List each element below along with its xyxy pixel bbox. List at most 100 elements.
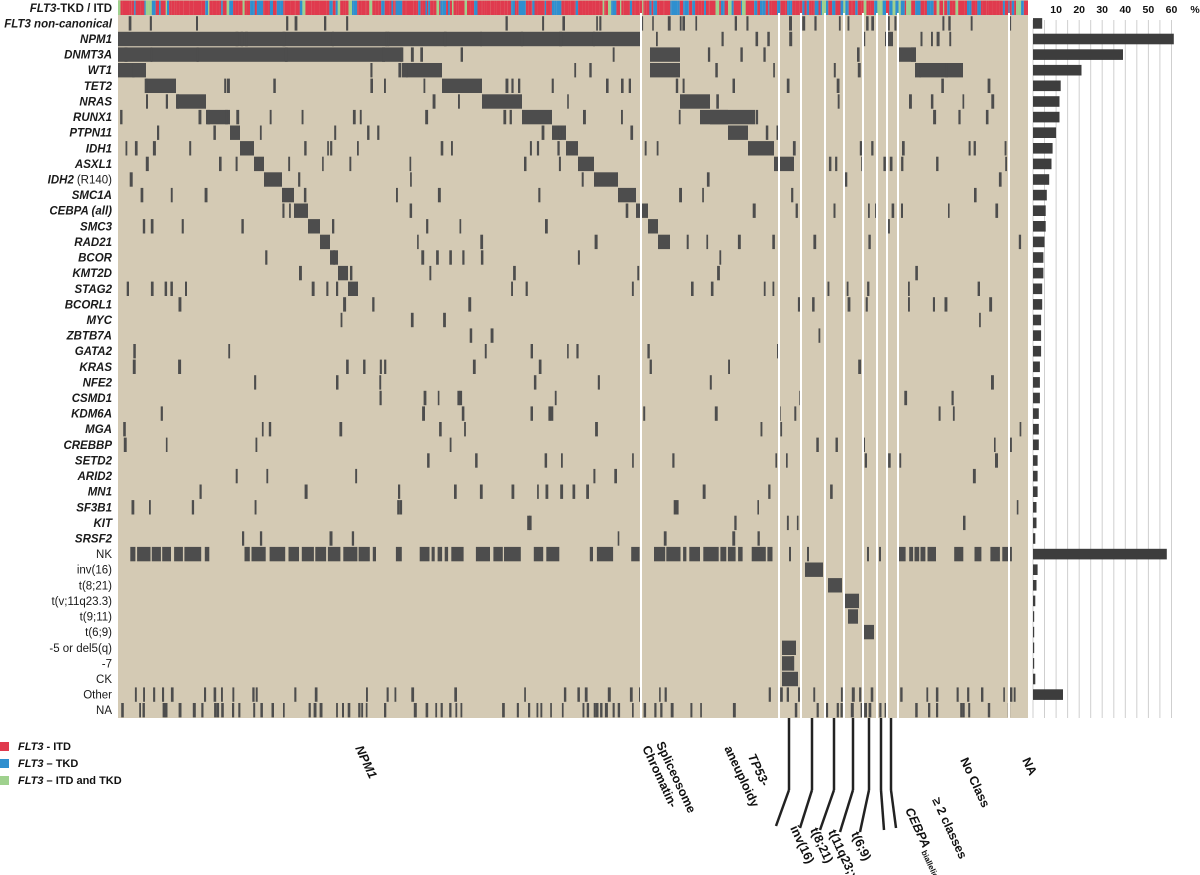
mutation-cell (145, 156, 149, 172)
frequency-bar (1033, 174, 1050, 185)
mutation-cell (410, 47, 414, 62)
mutation-cell (449, 703, 452, 718)
flt3-status-cell (606, 0, 609, 15)
mutation-cell (121, 703, 124, 718)
legend-label: FLT3 - ITD (18, 741, 71, 753)
mutation-cell (833, 63, 836, 78)
mutation-cell (399, 500, 403, 515)
frequency-bar (1033, 96, 1060, 107)
mutation-cell (792, 141, 796, 156)
mutation-cell (227, 78, 230, 93)
row-label: NPM1 (80, 34, 112, 46)
flt3-status-cell (299, 0, 303, 15)
nk-cell (879, 546, 881, 562)
flt3-status-cell (811, 0, 814, 15)
mutation-cell (706, 172, 710, 187)
flt3-status-cell (186, 0, 190, 15)
flt3-status-cell (159, 0, 161, 15)
flt3-status-cell (936, 0, 940, 15)
mutation-cell (142, 219, 146, 234)
mutation-cell (690, 703, 693, 718)
mutation-cell (813, 687, 816, 702)
mutation-cell (460, 703, 463, 718)
mutation-cell (225, 109, 228, 125)
mutation-cell (530, 406, 533, 421)
mutation-cell (606, 78, 609, 93)
mutation-cell (679, 187, 682, 203)
mutation-cell (269, 109, 272, 125)
mutation-cell (455, 703, 458, 718)
flt3-status-cell (502, 0, 505, 15)
nk-cell (288, 546, 299, 562)
flt3-status-cell (595, 0, 599, 15)
legend-label: FLT3 – TKD (18, 758, 78, 770)
mutation-cell (396, 187, 398, 203)
mutation-run (566, 141, 578, 156)
mutation-cell (930, 94, 934, 109)
mutation-cell (866, 16, 869, 31)
mutation-cell (830, 484, 833, 499)
mutation-cell (422, 406, 425, 421)
mutation-cell (670, 703, 674, 718)
flt3-status-cell (201, 0, 206, 15)
flt3-status-cell (621, 0, 624, 15)
frequency-bar (1033, 486, 1038, 497)
flt3-status-cell (532, 0, 535, 15)
mutation-cell (541, 125, 545, 140)
mutation-run (282, 187, 294, 203)
nk-cell (327, 546, 341, 562)
flt3-status-cell (754, 0, 758, 15)
mutation-cell (791, 656, 795, 671)
flt3-status-cell (799, 0, 803, 15)
mutation-run (230, 125, 240, 140)
frequency-bar (1033, 345, 1042, 357)
mutation-run (442, 78, 482, 93)
mutation-cell (454, 687, 457, 702)
flt3-status-cell (611, 0, 613, 15)
npm1-block (118, 31, 640, 47)
frequency-bar (1033, 502, 1037, 513)
flt3-status-cell (898, 0, 901, 15)
mutation-cell (617, 703, 621, 718)
nk-cell (130, 546, 136, 562)
mutation-cell (904, 390, 908, 406)
flt3-status-cell (988, 0, 993, 15)
flt3-status-cell (967, 0, 970, 15)
row-label: CEBPA (all) (49, 206, 112, 218)
row-label: SETD2 (75, 456, 113, 468)
flt3-status-cell (1014, 0, 1017, 15)
mutation-cell (459, 390, 463, 406)
flt3-status-cell (847, 0, 849, 15)
nk-cell (867, 546, 869, 562)
flt3-status-cell (715, 0, 720, 15)
mutation-cell (780, 422, 783, 437)
mutation-cell (833, 203, 836, 218)
mutation-cell (970, 16, 973, 31)
mutation-cell (859, 687, 862, 702)
flt3-status-cell (782, 0, 786, 15)
mutation-cell (150, 281, 154, 296)
mutation-cell (586, 703, 590, 718)
frequency-bar (1033, 330, 1042, 341)
frequency-bar (1033, 611, 1035, 622)
legend: FLT3 - ITD FLT3 – TKD FLT3 – ITD and TKD (0, 741, 122, 787)
mutation-cell (767, 31, 770, 47)
mutation-cell (394, 687, 397, 702)
mutation-cell (303, 187, 307, 203)
flt3-status-cell (269, 0, 273, 15)
mutation-cell (864, 703, 867, 718)
mutation-cell (577, 687, 580, 702)
flt3-status-cell (144, 0, 146, 15)
flt3-status-cell (365, 0, 367, 15)
flt3-status-cell (1018, 0, 1022, 15)
mutation-cell (629, 687, 633, 702)
mutation-cell (409, 203, 413, 218)
flt3-status-cell (120, 0, 123, 15)
mutation-cell (140, 187, 144, 203)
mutation-cell (936, 156, 939, 172)
mutation-cell (644, 141, 647, 156)
mutation-cell (942, 16, 945, 31)
mutation-cell (142, 703, 145, 718)
mutation-cell (398, 484, 401, 499)
nk-cell (358, 546, 370, 562)
